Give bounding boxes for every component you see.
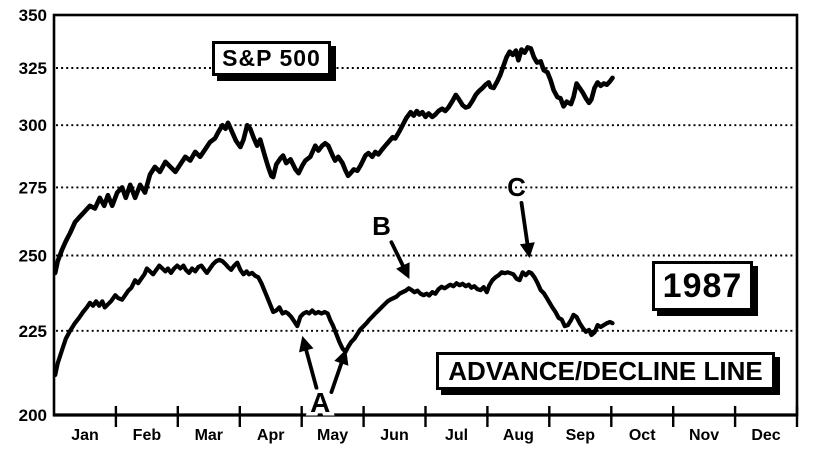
x-axis-label-jan: Jan [71, 427, 99, 444]
annotation-letter-a: A [310, 387, 330, 418]
x-axis-label-oct: Oct [629, 427, 656, 444]
y-axis-label-300: 300 [19, 116, 47, 135]
x-axis-label-jul: Jul [445, 427, 468, 444]
sp500-label-text: S&P 500 [222, 45, 321, 71]
annotation-letter-c: C [507, 172, 526, 202]
y-axis-label-225: 225 [19, 322, 47, 341]
sp500-label-box: S&P 500 [212, 41, 331, 76]
year-label-text: 1987 [662, 266, 743, 305]
annotation-a-arrow-head-1 [334, 349, 349, 366]
advance-decline-label-box: ADVANCE/DECLINE LINE [436, 352, 775, 390]
annotation-a-arrow-head-0 [299, 335, 314, 353]
annotation-a-arrow-shaft-1 [329, 355, 346, 395]
y-axis-label-350: 350 [19, 6, 47, 25]
annotation-a-arrow-shaft-0 [302, 342, 319, 390]
annotation-c-arrow-head-0 [519, 242, 535, 259]
x-axis-label-jun: Jun [380, 427, 408, 444]
annotation-letter-b: B [372, 211, 391, 241]
x-axis-label-feb: Feb [133, 427, 162, 444]
x-axis-label-sep: Sep [566, 427, 596, 444]
year-label-box: 1987 [652, 261, 753, 311]
y-axis-label-275: 275 [19, 178, 47, 197]
x-axis-label-may: May [317, 427, 348, 444]
x-axis-label-dec: Dec [751, 427, 780, 444]
y-axis-label-325: 325 [19, 59, 47, 78]
x-axis-label-apr: Apr [257, 427, 285, 444]
annotation-c-arrow-shaft-0 [519, 200, 531, 252]
annotation-b-arrow-head-0 [396, 262, 410, 279]
y-axis-label-200: 200 [19, 406, 47, 425]
y-axis-label-250: 250 [19, 247, 47, 266]
x-axis-label-aug: Aug [503, 427, 534, 444]
x-axis-label-mar: Mar [195, 427, 223, 444]
advance-decline-label-text: ADVANCE/DECLINE LINE [448, 355, 763, 386]
advance-decline-series-line [53, 257, 615, 378]
x-axis-label-nov: Nov [689, 427, 719, 444]
sp500-series-line [52, 45, 615, 276]
